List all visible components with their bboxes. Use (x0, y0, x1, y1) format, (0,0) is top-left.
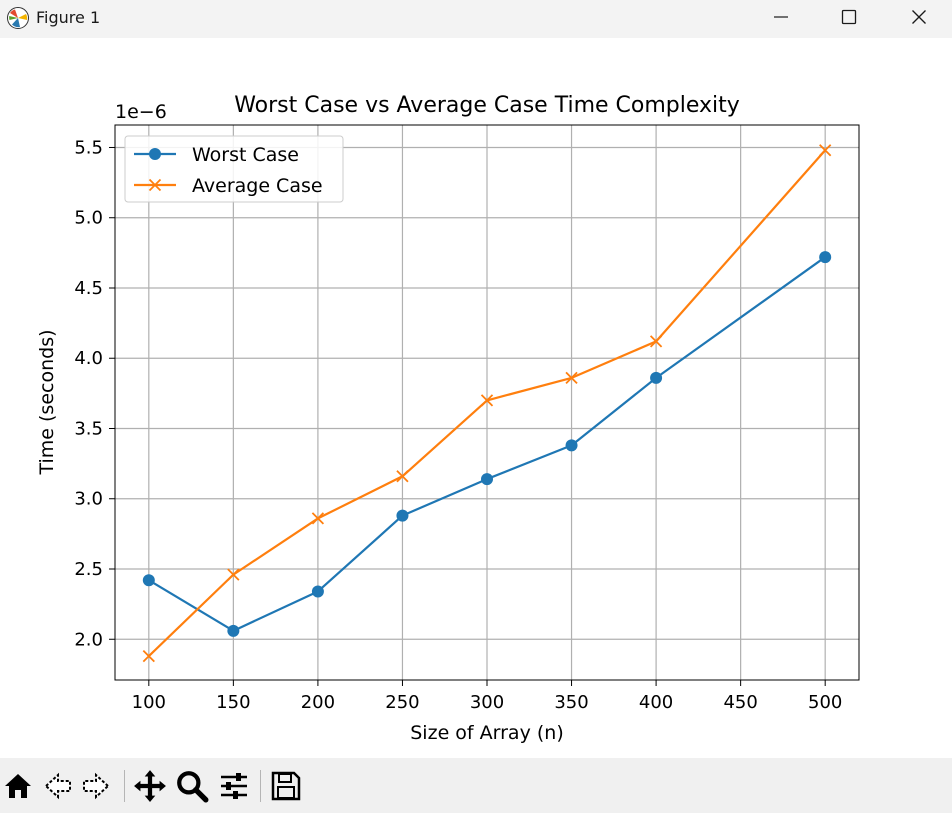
home-icon (5, 774, 31, 798)
average-case-data-point (819, 144, 832, 157)
average-case-data-point (311, 512, 325, 525)
figure-canvas[interactable]: 100 150 200 250 300 350 400 450 500 2.0 2.5 3.0 3.5 4… (0, 38, 952, 758)
pan-icon (134, 770, 166, 802)
x-tick-label: 500 (808, 692, 842, 713)
configure-subplots-icon (221, 773, 247, 799)
x-tick-label: 100 (132, 692, 166, 713)
maximize-icon (841, 9, 857, 25)
line-chart: 100 150 200 250 300 350 400 450 500 2.0 2.5 3.0 3.5 4… (36, 93, 860, 744)
back-button[interactable] (40, 768, 76, 804)
save-button[interactable] (268, 768, 304, 804)
worst-case-series-line (148, 256, 826, 632)
average-case-data-point (565, 371, 578, 385)
legend: Worst Case Average Case (124, 135, 344, 203)
x-tick-label: 450 (723, 692, 757, 713)
worst-case-data-point (819, 251, 832, 264)
window-titlebar: Figure 1 (0, 0, 952, 38)
worst-case-data-point (650, 371, 663, 384)
x-tick-label: 150 (216, 692, 250, 713)
worst-case-data-point (481, 473, 493, 486)
maximize-button[interactable] (814, 0, 884, 34)
window-title: Figure 1 (36, 8, 101, 27)
worst-case-data-point (396, 509, 409, 522)
worst-case-data-point (565, 439, 578, 452)
chart-title: Worst Case vs Average Case Time Complexi… (234, 93, 740, 118)
forward-icon (83, 772, 110, 800)
average-case-data-point (480, 394, 494, 407)
x-tick-label: 250 (385, 692, 419, 713)
average-case-data-point (396, 470, 409, 483)
x-tick-label: 400 (639, 692, 673, 713)
average-case-data-point (142, 649, 155, 663)
worst-case-data-point (142, 574, 155, 587)
y-tick-label: 4.0 (74, 348, 103, 369)
pan-button[interactable] (132, 768, 168, 804)
worst-case-data-point (311, 585, 324, 598)
legend-frame (124, 135, 344, 203)
back-icon (44, 772, 71, 800)
y-axis-label: Time (seconds) (36, 329, 58, 475)
navigation-toolbar (0, 758, 952, 813)
configure-subplots-button[interactable] (216, 768, 252, 804)
legend-marker-worst-case (149, 148, 161, 160)
y-tick-label: 2.0 (74, 629, 103, 650)
home-button[interactable] (0, 768, 36, 804)
average-case-data-point (227, 568, 240, 581)
toolbar-separator (124, 770, 125, 802)
minimize-icon (774, 16, 788, 18)
close-button[interactable] (884, 0, 952, 34)
zoom-button[interactable] (174, 768, 210, 804)
y-tick-label: 2.5 (74, 559, 103, 580)
y-axis-offset-text: 1e−6 (115, 101, 167, 123)
x-axis-label: Size of Array (n) (410, 722, 563, 744)
y-tick-label: 4.5 (74, 278, 103, 299)
close-icon (912, 10, 926, 24)
minimize-button[interactable] (746, 0, 816, 34)
average-case-series-line (148, 149, 827, 657)
y-tick-label: 3.0 (74, 489, 103, 510)
x-tick-label: 300 (470, 692, 504, 713)
toolbar-separator (260, 770, 261, 802)
save-icon (271, 771, 301, 801)
x-tick-label: 200 (301, 692, 335, 713)
y-tick-label: 5.0 (74, 208, 103, 229)
y-tick-label: 5.5 (74, 137, 103, 158)
legend-marker-average-case (148, 178, 162, 192)
matplotlib-icon (7, 7, 29, 29)
worst-case-data-point (227, 624, 240, 637)
average-case-data-point (649, 335, 663, 348)
legend-label-worst-case: Worst Case (192, 144, 299, 166)
legend-label-average-case: Average Case (192, 175, 323, 197)
forward-button[interactable] (78, 768, 114, 804)
x-tick-label: 350 (554, 692, 588, 713)
zoom-icon (177, 771, 209, 803)
y-tick-label: 3.5 (74, 418, 103, 439)
